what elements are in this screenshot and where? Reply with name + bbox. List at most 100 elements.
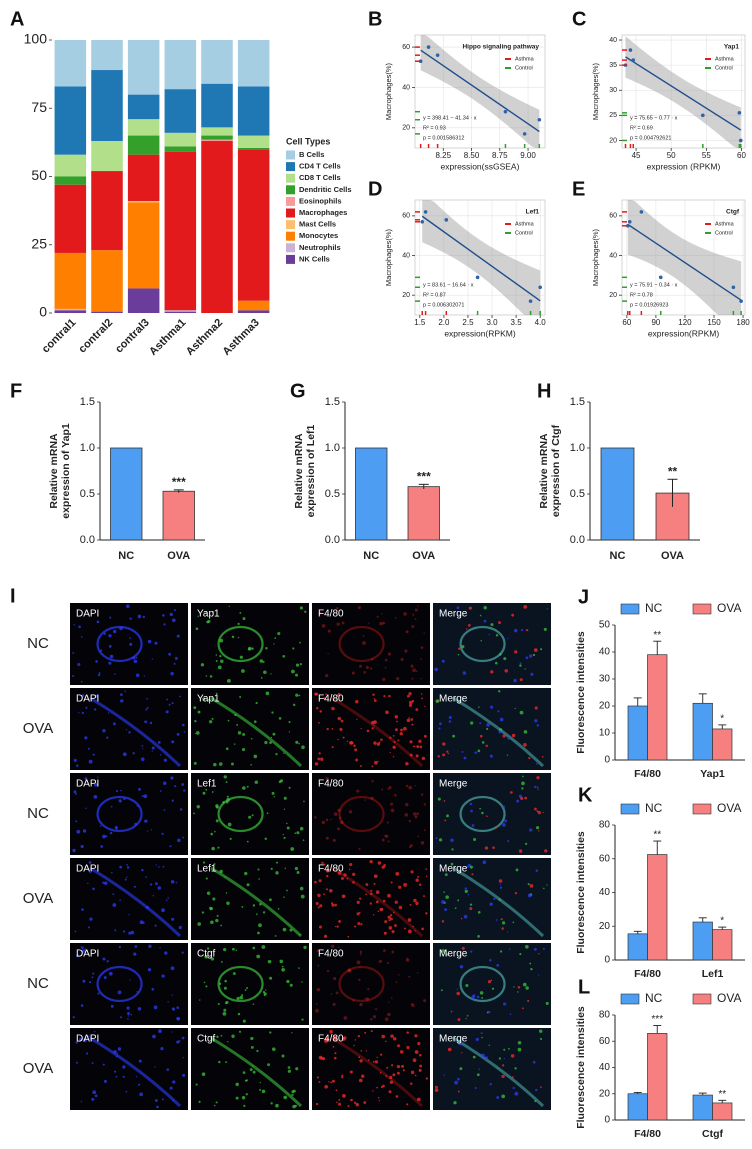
cell xyxy=(117,1047,122,1051)
x-axis-label: expression(RPKM) xyxy=(444,328,515,338)
cell xyxy=(171,740,175,744)
cell xyxy=(122,1075,125,1078)
cell xyxy=(178,695,181,698)
bar-segment xyxy=(91,40,123,71)
cell xyxy=(502,823,506,827)
cell xyxy=(530,967,533,971)
cell xyxy=(522,775,524,778)
cell xyxy=(209,675,213,678)
cell xyxy=(358,1078,363,1083)
row-label: OVA xyxy=(23,720,54,737)
cell xyxy=(448,715,452,719)
cell xyxy=(103,632,106,635)
legend-label: Control xyxy=(515,65,533,71)
cell xyxy=(162,865,165,868)
cell xyxy=(435,837,438,840)
cell xyxy=(142,615,146,619)
cell xyxy=(487,980,492,984)
cell xyxy=(523,604,528,609)
cell xyxy=(173,662,176,665)
cell xyxy=(140,757,145,762)
cell xyxy=(539,1037,543,1040)
cell xyxy=(489,754,493,758)
cell xyxy=(357,1034,361,1038)
cell xyxy=(302,839,305,842)
cell xyxy=(417,605,419,607)
cell xyxy=(461,750,464,753)
point xyxy=(420,220,425,224)
cell xyxy=(150,829,153,831)
y-tick-label: 0.0 xyxy=(570,534,585,546)
cell xyxy=(478,706,480,708)
cell xyxy=(506,754,509,756)
cell xyxy=(91,1097,95,1101)
cell xyxy=(386,1066,389,1069)
cell xyxy=(523,730,528,734)
cell xyxy=(315,692,319,696)
airway xyxy=(210,866,303,938)
cell xyxy=(451,848,454,851)
cell xyxy=(374,1060,379,1064)
cell xyxy=(461,946,465,950)
cell xyxy=(115,1075,118,1078)
cell xyxy=(338,920,341,923)
cell xyxy=(347,935,350,938)
cell xyxy=(496,1096,500,1100)
legend-swatch xyxy=(286,185,295,195)
cell xyxy=(250,1045,254,1049)
cell xyxy=(136,805,139,807)
cell xyxy=(495,919,498,921)
cell xyxy=(171,618,176,623)
cell xyxy=(398,885,402,889)
cell xyxy=(419,1064,423,1068)
cell xyxy=(108,645,112,648)
y-tick-label: 20 xyxy=(402,125,410,132)
equation: R² = 0.78 xyxy=(630,292,653,298)
cell xyxy=(102,1063,105,1066)
cell xyxy=(414,1034,418,1038)
bar-segment xyxy=(127,288,160,313)
cell xyxy=(177,838,181,843)
cell xyxy=(523,743,527,747)
cell xyxy=(170,671,174,676)
y-axis-label: Fluorescence intensities xyxy=(575,1006,587,1129)
cell xyxy=(417,1041,421,1046)
cell xyxy=(220,960,223,963)
cell xyxy=(72,1016,75,1019)
cell xyxy=(350,1099,352,1101)
x-axis-label: expression(RPKM) xyxy=(648,328,719,338)
channel-label: F4/80 xyxy=(318,694,344,705)
panel-letter: F xyxy=(10,380,22,402)
cell xyxy=(403,927,406,930)
cell xyxy=(98,672,101,674)
cell xyxy=(161,908,165,913)
cell xyxy=(467,623,471,627)
cell xyxy=(349,862,353,867)
cell xyxy=(365,665,369,669)
cell xyxy=(363,1101,367,1104)
cell xyxy=(356,912,360,916)
cell xyxy=(521,1007,524,1010)
y-tick-label: 1.0 xyxy=(570,442,585,454)
cell xyxy=(474,1086,477,1090)
y-tick-label: 0 xyxy=(604,955,610,966)
cell xyxy=(418,883,422,886)
y-tick-label: 60 xyxy=(609,213,617,220)
cell xyxy=(215,819,219,823)
cell xyxy=(525,842,528,846)
cell xyxy=(391,997,393,999)
cell xyxy=(342,1093,346,1098)
y-axis-label: Fluorescence intensities xyxy=(575,631,587,754)
cell xyxy=(89,871,92,874)
cell xyxy=(421,927,424,931)
cell xyxy=(381,612,383,615)
cell xyxy=(286,979,290,984)
cell xyxy=(408,717,410,719)
micrograph xyxy=(70,603,188,685)
x-tick-label: F4/80 xyxy=(634,768,661,780)
bar xyxy=(712,1102,733,1121)
cell xyxy=(437,755,440,758)
cell xyxy=(540,648,543,651)
cell xyxy=(372,914,375,916)
cell xyxy=(467,893,470,896)
